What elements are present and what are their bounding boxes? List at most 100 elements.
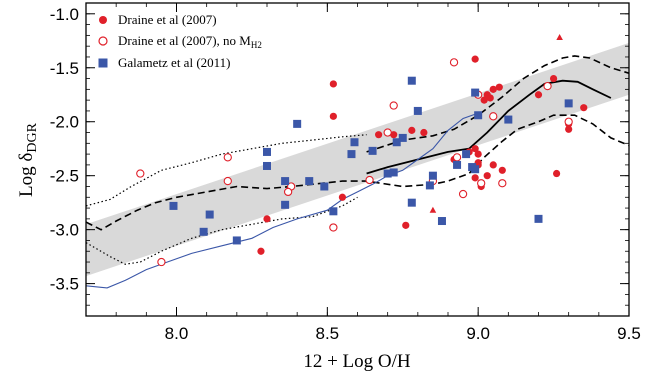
point-filled-circle bbox=[257, 247, 265, 255]
legend-label-galametz: Galametz et al (2011) bbox=[118, 55, 231, 70]
point-filled-square bbox=[534, 214, 543, 223]
y-tick-label: -3.0 bbox=[50, 221, 79, 240]
point-filled-triangle bbox=[429, 206, 437, 213]
x-tick-label: 8.5 bbox=[316, 324, 340, 343]
point-filled-square bbox=[263, 161, 271, 170]
point-filled-square bbox=[199, 227, 208, 236]
point-filled-circle bbox=[498, 166, 506, 174]
shaded-band bbox=[86, 42, 629, 277]
point-filled-square bbox=[564, 99, 573, 108]
point-open-circle bbox=[157, 257, 166, 267]
point-filled-square bbox=[263, 147, 271, 156]
y-tick-label: -2.5 bbox=[50, 167, 79, 186]
point-filled-circle bbox=[489, 85, 497, 93]
point-filled-circle bbox=[375, 131, 383, 139]
point-filled-square bbox=[428, 171, 437, 180]
legend: Draine et al (2007) Draine et al (2007),… bbox=[98, 12, 262, 70]
point-filled-circle bbox=[390, 131, 398, 139]
point-filled-circle bbox=[420, 128, 428, 137]
legend-marker-open-circle bbox=[98, 36, 108, 46]
y-axis-title-main: Log δ bbox=[16, 153, 37, 197]
point-open-circle bbox=[383, 128, 392, 137]
point-filled-circle bbox=[263, 215, 271, 223]
point-filled-circle bbox=[329, 80, 337, 88]
x-tick-label: 8.0 bbox=[165, 324, 189, 343]
data-points bbox=[136, 34, 588, 267]
point-filled-square bbox=[425, 181, 434, 190]
point-filled-square bbox=[407, 198, 416, 207]
x-axis-title: 12 + Log O/H bbox=[303, 351, 411, 372]
axis-ticks: 8.0 8.5 9.0 9.5 -3.5 -3.0 -2.5 -2.0 -1.5 -1.0 bbox=[50, 2, 641, 343]
point-open-circle bbox=[452, 153, 462, 162]
point-filled-circle bbox=[565, 125, 573, 133]
point-filled-circle bbox=[486, 94, 494, 102]
y-axis-title-subscript: DGR bbox=[25, 122, 40, 152]
point-filled-circle bbox=[408, 126, 416, 134]
point-open-circle bbox=[449, 58, 459, 67]
point-filled-square bbox=[413, 106, 422, 115]
point-filled-circle bbox=[483, 172, 491, 180]
curve-dashed-upper bbox=[366, 55, 629, 153]
point-open-circle bbox=[458, 189, 468, 199]
legend-label-draine: Draine et al (2007) bbox=[118, 12, 217, 27]
point-open-circle bbox=[223, 176, 232, 186]
legend-marker-filled-circle bbox=[99, 16, 107, 24]
point-filled-square bbox=[281, 177, 290, 186]
point-filled-square bbox=[305, 177, 314, 186]
point-filled-square bbox=[329, 207, 338, 216]
point-filled-circle bbox=[580, 104, 588, 112]
legend-label-draine-no-mh2: Draine et al (2007), no MH2 bbox=[118, 33, 262, 50]
point-filled-square bbox=[398, 133, 407, 142]
point-open-circle bbox=[136, 169, 145, 178]
point-filled-square bbox=[350, 138, 359, 147]
point-filled-circle bbox=[474, 159, 482, 167]
point-filled-square bbox=[389, 168, 398, 177]
point-filled-circle bbox=[474, 150, 482, 158]
point-filled-circle bbox=[534, 91, 543, 99]
point-filled-square bbox=[232, 236, 241, 245]
point-filled-circle bbox=[329, 112, 337, 120]
x-tick-label: 9.5 bbox=[617, 324, 641, 343]
point-filled-square bbox=[281, 200, 290, 209]
curve-blue-model bbox=[86, 112, 479, 289]
point-filled-square bbox=[169, 201, 178, 210]
point-open-circle bbox=[489, 112, 498, 121]
curve-dashed-lower bbox=[86, 114, 629, 231]
x-tick-label: 9.0 bbox=[466, 324, 490, 343]
point-filled-circle bbox=[480, 96, 488, 104]
curve-dotted-upper bbox=[86, 134, 367, 207]
point-open-circle bbox=[329, 223, 338, 232]
point-filled-square bbox=[320, 182, 329, 191]
y-tick-label: -2.0 bbox=[50, 113, 79, 132]
point-open-circle bbox=[564, 117, 573, 126]
point-open-circle bbox=[283, 187, 293, 197]
point-filled-circle bbox=[402, 221, 410, 229]
point-filled-triangle bbox=[556, 34, 563, 41]
point-filled-square bbox=[392, 138, 401, 147]
point-filled-circle bbox=[489, 161, 497, 169]
point-filled-square bbox=[437, 217, 446, 226]
point-open-circle bbox=[498, 179, 507, 188]
point-filled-square bbox=[474, 111, 483, 120]
point-filled-circle bbox=[471, 55, 479, 63]
point-filled-circle bbox=[495, 83, 503, 91]
uncertainty-band bbox=[86, 42, 629, 277]
point-filled-circle bbox=[471, 145, 479, 153]
point-open-circle bbox=[223, 153, 232, 162]
point-open-circle bbox=[365, 175, 374, 185]
y-tick-label: -3.5 bbox=[50, 275, 79, 294]
legend-marker-filled-square bbox=[98, 58, 108, 68]
legend-label-draine-no-mh2-text: Draine et al (2007), no M bbox=[118, 33, 251, 48]
legend-label-draine-no-mh2-subscript: H2 bbox=[251, 40, 262, 50]
point-filled-square bbox=[205, 210, 214, 219]
point-filled-square bbox=[471, 165, 480, 174]
point-filled-square bbox=[383, 169, 392, 178]
point-filled-square bbox=[293, 119, 302, 128]
point-filled-square bbox=[368, 146, 377, 155]
point-filled-circle bbox=[471, 174, 479, 182]
point-open-circle bbox=[477, 179, 486, 188]
point-filled-square bbox=[471, 88, 480, 97]
point-open-circle bbox=[389, 101, 398, 110]
y-tick-label: -1.0 bbox=[50, 5, 79, 24]
